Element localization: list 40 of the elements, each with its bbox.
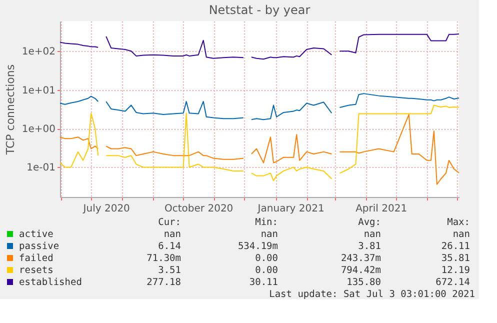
text: 277.18 — [146, 277, 182, 288]
text: Last update: Sat Jul 3 03:01:00 2021 — [269, 289, 476, 300]
x-tick-label: July 2020 — [82, 204, 130, 214]
text: 12.19 — [441, 265, 470, 276]
text: Min: — [255, 217, 278, 228]
text: nan — [164, 229, 181, 240]
text: 6.14 — [158, 241, 182, 252]
x-tick-label: April 2021 — [356, 204, 408, 214]
text: 30.11 — [249, 277, 278, 288]
text: 0.00 — [255, 265, 278, 276]
legend-label: passive — [19, 241, 60, 252]
text: 71.30m — [146, 253, 182, 264]
text: 26.11 — [441, 241, 470, 252]
text: 35.81 — [441, 253, 470, 264]
text: 672.14 — [436, 277, 470, 288]
chart-title: Netstat - by year — [208, 3, 310, 17]
text: 135.80 — [346, 277, 382, 288]
legend-label: active — [19, 229, 54, 240]
text: 534.19m — [238, 241, 278, 252]
text: Max: — [447, 217, 470, 228]
y-axis-title: TCP connections — [4, 64, 17, 156]
y-tick-label: 1e-01 — [26, 162, 56, 174]
legend-label: established — [19, 277, 82, 288]
text: 3.51 — [158, 265, 182, 276]
x-tick-label: January 2021 — [256, 204, 324, 214]
text: Avg: — [358, 217, 381, 228]
y-tick-label: 1e+00 — [22, 124, 56, 136]
text: 0.00 — [255, 253, 278, 264]
y-tick-label: 1e+01 — [22, 85, 56, 96]
text: Cur: — [158, 217, 181, 228]
text: nan — [452, 229, 470, 240]
y-tick-label: 1e+02 — [22, 46, 56, 58]
text: nan — [364, 229, 381, 240]
text: 794.42m — [340, 265, 382, 276]
text: 243.37m — [340, 253, 382, 264]
legend-label: resets — [19, 265, 54, 276]
text: nan — [260, 229, 278, 240]
legend-label: failed — [19, 253, 54, 264]
x-tick-label: October 2020 — [164, 204, 234, 214]
text: 3.81 — [358, 241, 382, 252]
